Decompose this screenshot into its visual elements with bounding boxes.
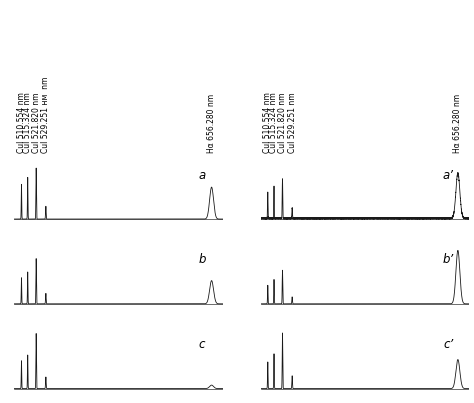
Text: CuI 521.820 nm: CuI 521.820 nm	[278, 93, 287, 153]
Text: b: b	[198, 253, 206, 266]
Text: CuI 529.251 нм  nm: CuI 529.251 нм nm	[41, 77, 50, 153]
Text: CuI 510.554 nm: CuI 510.554 nm	[17, 92, 26, 153]
Text: CuI 515.324 nm: CuI 515.324 nm	[23, 92, 32, 153]
Text: CuI 529.251 nm: CuI 529.251 nm	[288, 93, 297, 153]
Text: Hα 656.280 nm: Hα 656.280 nm	[207, 94, 216, 153]
Text: CuI 521.820 nm: CuI 521.820 nm	[32, 93, 41, 153]
Text: c’: c’	[443, 338, 454, 351]
Text: Hα 656.280 nm: Hα 656.280 nm	[454, 94, 462, 153]
Text: b’: b’	[443, 253, 454, 266]
Text: CuI 510.554 nm: CuI 510.554 nm	[263, 92, 272, 153]
Text: a: a	[199, 168, 206, 181]
Text: a’: a’	[443, 168, 454, 181]
Text: CuI 515.324 nm: CuI 515.324 nm	[270, 92, 279, 153]
Text: c: c	[199, 338, 205, 351]
